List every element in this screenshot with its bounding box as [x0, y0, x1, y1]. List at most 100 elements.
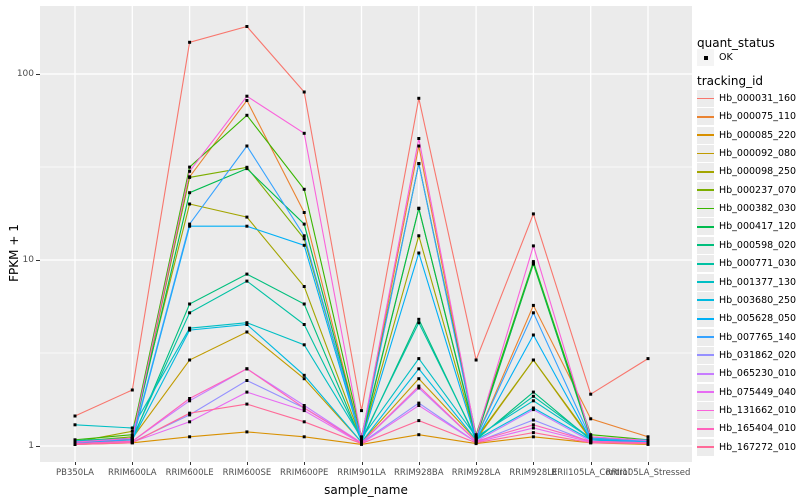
- legend-label: Hb_031862_020: [719, 349, 797, 361]
- legend-item-Hb_005628_050: Hb_005628_050: [697, 310, 797, 328]
- legend-item-Hb_031862_020: Hb_031862_020: [697, 346, 797, 364]
- data-point: [417, 162, 421, 166]
- legend-label: Hb_000031_160: [719, 93, 797, 104]
- legend-item-Hb_000237_070: Hb_000237_070: [697, 181, 797, 199]
- data-point: [360, 436, 363, 440]
- legend-label-ok: OK: [719, 52, 733, 63]
- data-point: [589, 441, 593, 445]
- data-point: [302, 187, 306, 191]
- data-point: [302, 373, 306, 377]
- legend-item-Hb_000417_120: Hb_000417_120: [697, 218, 796, 236]
- legend-label: Hb_000237_070: [719, 184, 797, 196]
- data-point: [531, 261, 535, 265]
- data-point: [188, 165, 192, 169]
- x-tick-mark: [533, 462, 535, 465]
- legend-label: Hb_131662_010: [719, 404, 797, 416]
- legend-label: Hb_005628_050: [719, 313, 797, 325]
- legend-key-line: [697, 207, 714, 210]
- legend-key-icon: [697, 291, 714, 309]
- data-point: [302, 222, 306, 226]
- legend-item-Hb_000771_030: Hb_000771_030: [697, 255, 797, 273]
- y-tick-label: 1: [28, 440, 34, 451]
- legend-item-Hb_167272_010: Hb_167272_010: [697, 438, 797, 456]
- x-tick-mark: [132, 462, 134, 465]
- legend-key-icon: [697, 218, 714, 236]
- legend-key-line: [697, 115, 714, 118]
- data-point: [302, 409, 306, 413]
- legend-key-icon: [697, 273, 714, 291]
- data-point: [245, 272, 249, 276]
- legend-key-icon: [697, 181, 714, 199]
- legend-key-icon: [697, 365, 714, 383]
- data-point: [188, 413, 192, 417]
- legend-key-line: [697, 170, 714, 173]
- data-point: [188, 302, 192, 306]
- data-point: [188, 420, 192, 424]
- y-tick-label: 100: [16, 68, 34, 79]
- legend-key-line: [697, 226, 714, 228]
- data-point: [73, 442, 77, 446]
- legend-key-icon: [697, 438, 714, 456]
- data-point: [302, 237, 306, 241]
- data-point: [302, 211, 306, 214]
- data-point: [417, 386, 421, 390]
- legend-key-icon: [697, 108, 714, 126]
- data-point: [531, 212, 535, 216]
- data-point: [130, 433, 134, 437]
- x-tick-label-PB350LA: PB350LA: [56, 468, 94, 478]
- data-point: [646, 435, 650, 439]
- data-point: [417, 357, 421, 361]
- data-point: [130, 429, 134, 433]
- ok-point-icon: [697, 49, 714, 66]
- data-point: [417, 251, 421, 255]
- legend-key-icon: [697, 420, 714, 438]
- data-point: [360, 409, 363, 413]
- x-tick-mark: [75, 462, 76, 465]
- data-point: [245, 330, 249, 334]
- y-tick-mark: [36, 74, 40, 75]
- data-point: [302, 90, 306, 94]
- data-point: [531, 394, 535, 398]
- data-point: [188, 191, 192, 195]
- data-point: [302, 343, 306, 347]
- x-tick-mark: [418, 462, 420, 465]
- legend-item-Hb_165404_010: Hb_165404_010: [697, 420, 797, 438]
- data-point: [417, 137, 421, 140]
- data-point: [417, 234, 421, 238]
- data-point: [360, 442, 363, 446]
- x-tick-label-RRIM600PE: RRIM600PE: [280, 468, 329, 478]
- data-point: [531, 303, 535, 307]
- legend-label: Hb_003680_250: [719, 294, 797, 306]
- legend-label: Hb_000771_030: [719, 258, 797, 270]
- data-point: [188, 358, 192, 362]
- legend-item-Hb_001377_130: Hb_001377_130: [697, 273, 796, 291]
- data-point: [130, 441, 134, 445]
- data-point: [474, 441, 478, 445]
- x-tick-mark: [361, 462, 363, 465]
- data-point: [531, 333, 535, 337]
- data-point: [188, 435, 192, 439]
- data-point: [417, 206, 421, 210]
- legend-label: Hb_065230_010: [719, 368, 797, 380]
- data-point: [302, 406, 306, 410]
- data-point: [245, 367, 249, 371]
- x-tick-label-RRIM928LE: RRIM928LE: [509, 468, 558, 478]
- x-tick-label-RRIM928BA: RRIM928BA: [394, 468, 444, 478]
- data-point: [302, 323, 306, 326]
- legend-item-Hb_000085_220: Hb_000085_220: [697, 126, 796, 144]
- legend-label: Hb_167272_010: [719, 441, 797, 453]
- legend-key-line: [697, 281, 714, 283]
- data-point: [302, 404, 306, 407]
- data-point: [188, 175, 192, 179]
- legend-item-ok: OK: [697, 49, 733, 66]
- legend-key-icon: [697, 126, 714, 144]
- legend-label: Hb_165404_010: [719, 423, 797, 435]
- legend-key-line: [697, 427, 714, 430]
- legend-item-Hb_000598_020: Hb_000598_020: [697, 236, 796, 254]
- data-point: [531, 244, 535, 248]
- data-point: [417, 367, 421, 371]
- data-point: [531, 408, 535, 412]
- data-point: [417, 401, 421, 405]
- data-point: [474, 358, 478, 362]
- data-point: [188, 202, 192, 206]
